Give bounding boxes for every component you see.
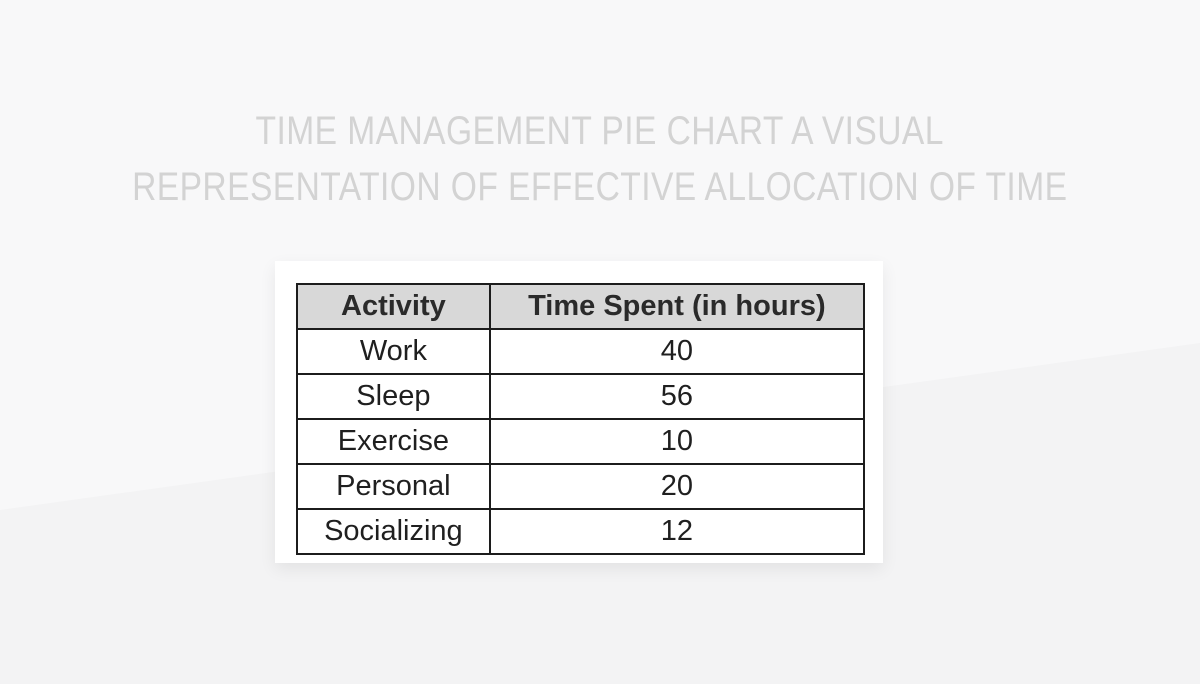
table-row: Socializing 12 [296,508,866,555]
activity-cell: Sleep [296,373,491,420]
hours-cell: 20 [488,463,866,510]
activity-cell: Personal [296,463,491,510]
table-card: Activity Time Spent (in hours) Work 40 S… [275,261,883,563]
table-row: Work 40 [296,328,866,375]
hours-cell: 56 [488,373,866,420]
table-row: Personal 20 [296,463,866,510]
hours-column-header: Time Spent (in hours) [488,283,866,330]
page-title-line-2: REPRESENTATION OF EFFECTIVE ALLOCATION O… [0,159,1200,215]
table-row: Exercise 10 [296,418,866,465]
activity-cell: Exercise [296,418,491,465]
activity-column-header: Activity [296,283,491,330]
activity-cell: Socializing [296,508,491,555]
time-allocation-table: Activity Time Spent (in hours) Work 40 S… [296,283,866,555]
hours-cell: 12 [488,508,866,555]
page-title-line-1-text: TIME MANAGEMENT PIE CHART A VISUAL [255,109,945,153]
page-title: TIME MANAGEMENT PIE CHART A VISUAL REPRE… [0,103,1200,215]
page-title-line-2-text: REPRESENTATION OF EFFECTIVE ALLOCATION O… [132,165,1068,209]
table-header-row: Activity Time Spent (in hours) [296,283,866,330]
hours-cell: 10 [488,418,866,465]
table-row: Sleep 56 [296,373,866,420]
activity-cell: Work [296,328,491,375]
hours-cell: 40 [488,328,866,375]
page-title-line-1: TIME MANAGEMENT PIE CHART A VISUAL [0,103,1200,159]
